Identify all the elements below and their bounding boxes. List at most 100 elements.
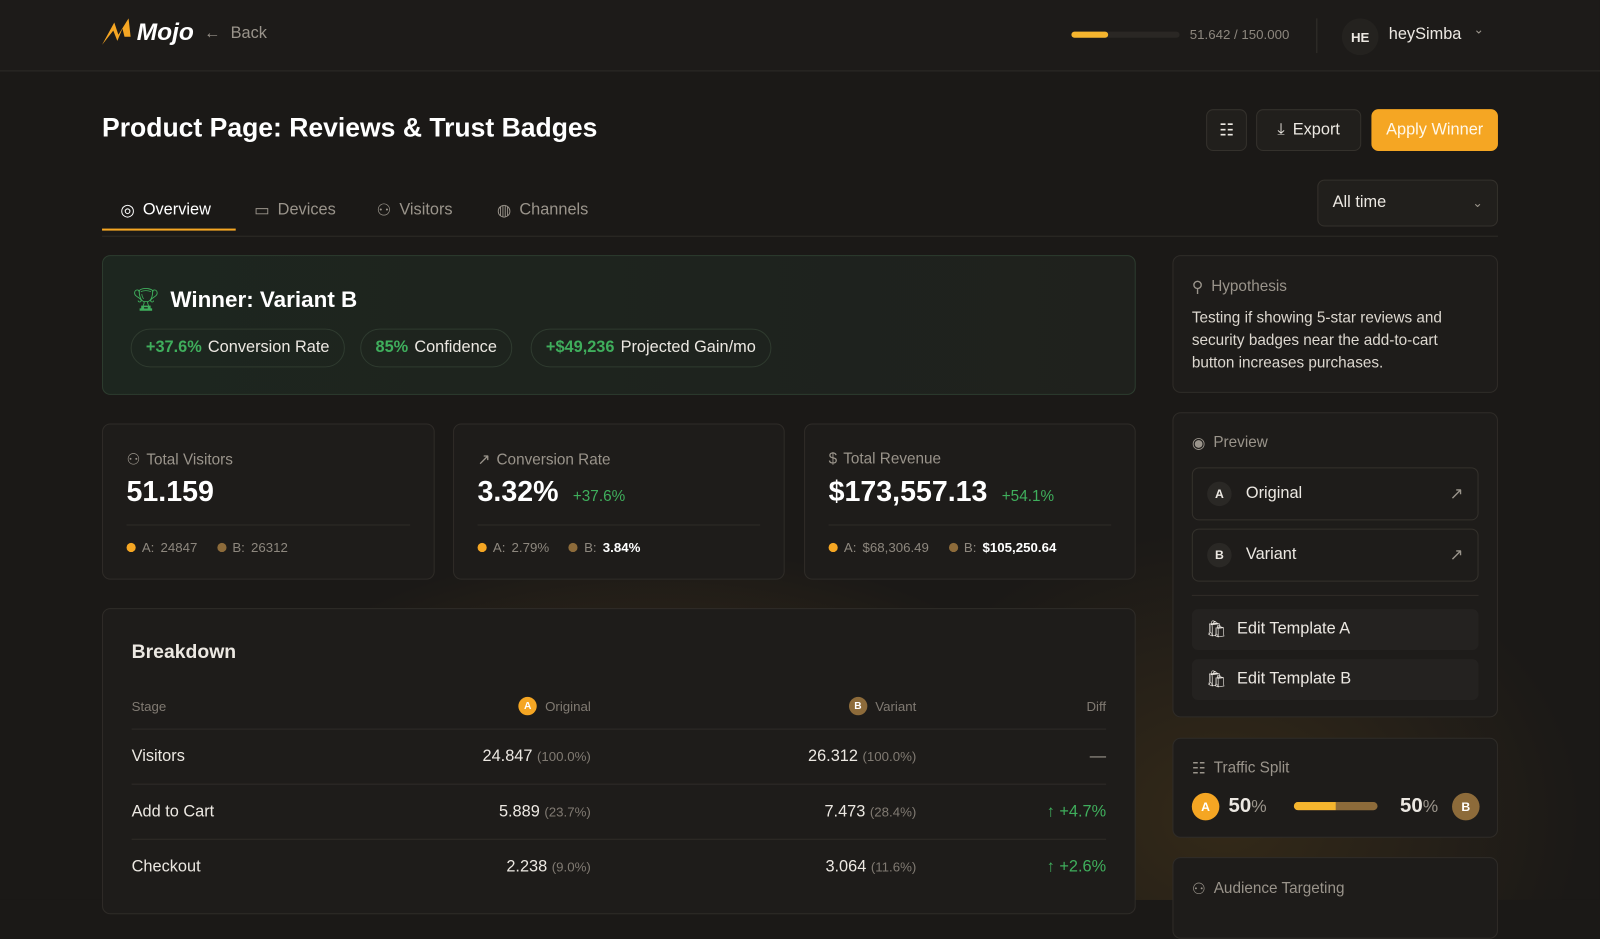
breakdown-card: Breakdown Stage A Original B Variant Diff … [102, 608, 1136, 915]
a-label: A: [492, 539, 506, 556]
a-value: 2.79% [511, 539, 550, 556]
stat-label: Total Revenue [843, 449, 942, 468]
trophy-icon: 🏆︎ [131, 286, 161, 313]
lightbulb-icon: ⚲ [1191, 278, 1204, 296]
preview-original-link[interactable]: A Original ↗ [1191, 467, 1479, 521]
usage-bar-fill [1071, 31, 1109, 38]
external-link-icon[interactable]: ↗ [1449, 485, 1464, 504]
apply-winner-label: Apply Winner [1386, 120, 1484, 139]
users-icon: ⚇ [126, 451, 141, 469]
chip-label: Projected Gain/mo [620, 338, 756, 357]
winner-chip: 85% Confidence [360, 328, 513, 368]
divider [1316, 18, 1318, 54]
stage: Checkout [131, 858, 201, 876]
hypothesis-title: Hypothesis [1211, 277, 1287, 295]
time-filter-select[interactable]: All time ⌄ [1317, 179, 1498, 227]
usage-bar [1071, 31, 1180, 38]
a-pct: (23.7%) [544, 804, 591, 820]
time-filter-value: All time [1332, 193, 1387, 212]
tab-devices[interactable]: ▭ Devices [254, 190, 336, 231]
col-original: Original [545, 698, 591, 714]
stat-card-conversion: ↗ Conversion Rate 3.32% +37.6% A: 2.79% B: 3… [453, 423, 785, 580]
tab-label: Overview [142, 201, 211, 219]
b-pct: (11.6%) [870, 859, 917, 875]
usage-text: 51.642 / 150.000 [1189, 26, 1290, 42]
traffic-title: Traffic Split [1213, 759, 1290, 777]
b-pct: (100.0%) [862, 748, 917, 765]
preview-title: Preview [1213, 433, 1268, 452]
split-b-value: 50 [1399, 794, 1423, 818]
preview-label: Original [1245, 484, 1303, 503]
chevron-down-icon[interactable]: ⌄ [1473, 22, 1484, 37]
chip-value: 85% [375, 338, 409, 357]
users-icon: ⚇ [376, 202, 392, 220]
traffic-split-slider[interactable] [1293, 802, 1378, 811]
split-a-value: 50 [1228, 794, 1252, 818]
a-pct: (100.0%) [536, 748, 591, 765]
stat-value: 51.159 [126, 475, 214, 508]
table-header: Stage A Original B Variant Diff [132, 696, 1106, 728]
eye-icon: ◉ [1191, 434, 1206, 453]
breakdown-title: Breakdown [131, 641, 237, 664]
a-value: 24.847 [482, 747, 533, 766]
monitor-icon: ▭ [254, 202, 270, 220]
chip-value: +$49,236 [545, 338, 615, 357]
audience-title: Audience Targeting [1213, 879, 1345, 897]
users-icon: ⚇ [1191, 880, 1206, 898]
stage: Visitors [131, 747, 185, 766]
logo[interactable]: Mojo [102, 16, 194, 47]
user-name[interactable]: heySimba [1388, 25, 1462, 43]
variant-a-badge: A [518, 696, 537, 716]
b-pct: (28.4%) [869, 804, 917, 820]
top-bar [0, 0, 1600, 72]
col-variant: Variant [875, 698, 917, 714]
b-value: 7.473 [824, 803, 866, 821]
winner-chip: +$49,236 Projected Gain/mo [530, 328, 772, 368]
avatar[interactable]: HE [1341, 18, 1379, 56]
unit: % [1422, 796, 1439, 817]
tab-overview[interactable]: ◎ Overview [120, 190, 210, 231]
variant-b-badge: B [848, 696, 868, 716]
a-label: A: [843, 539, 857, 556]
arrow-left-icon: ← [204, 24, 221, 42]
diff: ↑ +2.6% [1046, 858, 1107, 876]
winner-title: Winner: Variant B [170, 286, 358, 313]
a-label: A: [141, 539, 155, 556]
traffic-split-card: ☷ Traffic Split A 50% 50% B [1172, 737, 1498, 838]
tab-visitors[interactable]: ⚇ Visitors [377, 190, 453, 231]
chip-value: +37.6% [145, 338, 202, 357]
tab-channels[interactable]: ◍ Channels [497, 190, 588, 231]
shopping-bag-icon: 🛍︎ [1206, 621, 1227, 639]
edit-b-label: Edit Template B [1237, 670, 1352, 688]
diff: ↑ +4.7% [1046, 803, 1107, 821]
hypothesis-text: Testing if showing 5-star reviews and se… [1191, 309, 1442, 372]
a-value: 5.889 [498, 803, 540, 821]
edit-template-a-button[interactable]: 🛍︎ Edit Template A [1191, 609, 1479, 650]
preview-variant-link[interactable]: B Variant ↗ [1191, 528, 1479, 582]
back-button[interactable]: ← Back [204, 24, 267, 42]
apply-winner-button[interactable]: Apply Winner [1371, 109, 1498, 152]
stat-value: $173,557.13 [828, 475, 988, 508]
filter-settings-button[interactable]: ☷ [1206, 109, 1247, 152]
export-button[interactable]: ⤓ Export [1256, 109, 1362, 152]
b-label: B: [963, 539, 977, 556]
page-title: Product Page: Reviews & Trust Badges [102, 112, 598, 143]
unit: % [1251, 796, 1267, 817]
diff: — [1089, 747, 1107, 766]
table-row: Add to Cart 5.889 (23.7%) 7.473 (28.4%) ↑ +… [131, 783, 1107, 839]
export-label: Export [1292, 120, 1340, 139]
b-value: 3.064 [825, 858, 867, 876]
logo-text: Mojo [136, 18, 194, 46]
stage: Add to Cart [131, 803, 215, 821]
trending-up-icon: ↗ [477, 451, 491, 469]
table-row: Checkout 2.238 (9.0%) 3.064 (11.6%) ↑ +2.6% [131, 838, 1107, 894]
preview-card: ◉ Preview A Original ↗ B Variant ↗ 🛍︎ Edit Tem… [1172, 412, 1498, 718]
edit-template-b-button[interactable]: 🛍︎ Edit Template B [1191, 659, 1479, 700]
b-value: $105,250.64 [982, 539, 1057, 556]
download-icon: ⤓ [1277, 120, 1285, 139]
audience-targeting-card: ⚇ Audience Targeting [1172, 857, 1498, 939]
b-value: 26.312 [808, 747, 858, 766]
globe-icon: ◍ [496, 202, 512, 220]
external-link-icon[interactable]: ↗ [1449, 546, 1464, 565]
edit-a-label: Edit Template A [1237, 620, 1351, 638]
